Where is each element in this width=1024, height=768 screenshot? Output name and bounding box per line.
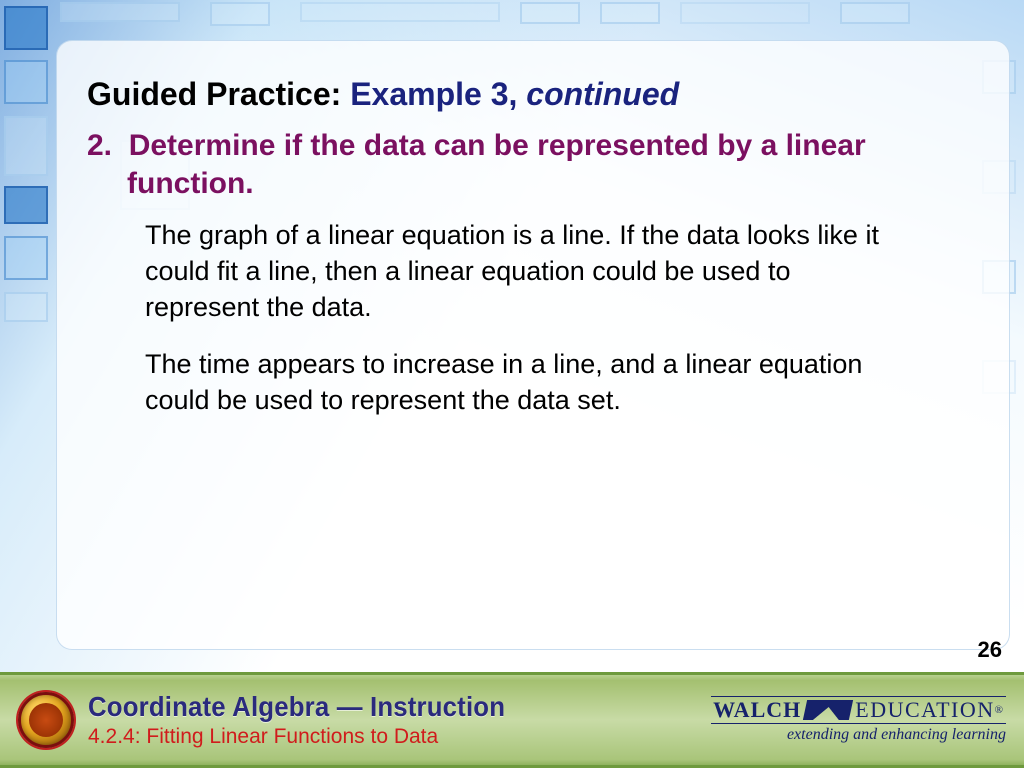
page-number: 26 <box>978 637 1002 663</box>
publisher-swoosh-icon <box>803 700 853 720</box>
publisher-tagline: extending and enhancing learning <box>787 726 1006 744</box>
footer-bar: Coordinate Algebra — Instruction 4.2.4: … <box>0 672 1024 768</box>
paragraph-2: The time appears to increase in a line, … <box>145 347 907 418</box>
footer-center: Coordinate Algebra — Instruction 4.2.4: … <box>88 691 711 749</box>
title-prefix: Guided Practice: <box>87 76 350 112</box>
publisher-block: WALCH EDUCATION® extending and enhancing… <box>711 696 1006 744</box>
step-text: Determine if the data can be represented… <box>127 129 866 200</box>
title-example: Example 3, <box>350 76 526 112</box>
title-suffix: continued <box>526 76 679 112</box>
body-text: The graph of a linear equation is a line… <box>87 218 907 418</box>
step-heading: 2. Determine if the data can be represen… <box>87 127 969 202</box>
registered-mark: ® <box>995 704 1004 716</box>
publisher-logo: WALCH EDUCATION® <box>711 696 1006 724</box>
publisher-name: WALCH <box>713 697 801 723</box>
course-title: Coordinate Algebra — Instruction <box>88 691 661 723</box>
lesson-reference: 4.2.4: Fitting Linear Functions to Data <box>88 725 711 749</box>
publisher-education: EDUCATION <box>855 697 994 723</box>
content-panel: Guided Practice: Example 3, continued 2.… <box>56 40 1010 650</box>
slide-title: Guided Practice: Example 3, continued <box>87 75 969 113</box>
paragraph-1: The graph of a linear equation is a line… <box>145 218 907 325</box>
step-number: 2. <box>87 129 112 162</box>
common-core-seal-icon <box>18 692 74 748</box>
